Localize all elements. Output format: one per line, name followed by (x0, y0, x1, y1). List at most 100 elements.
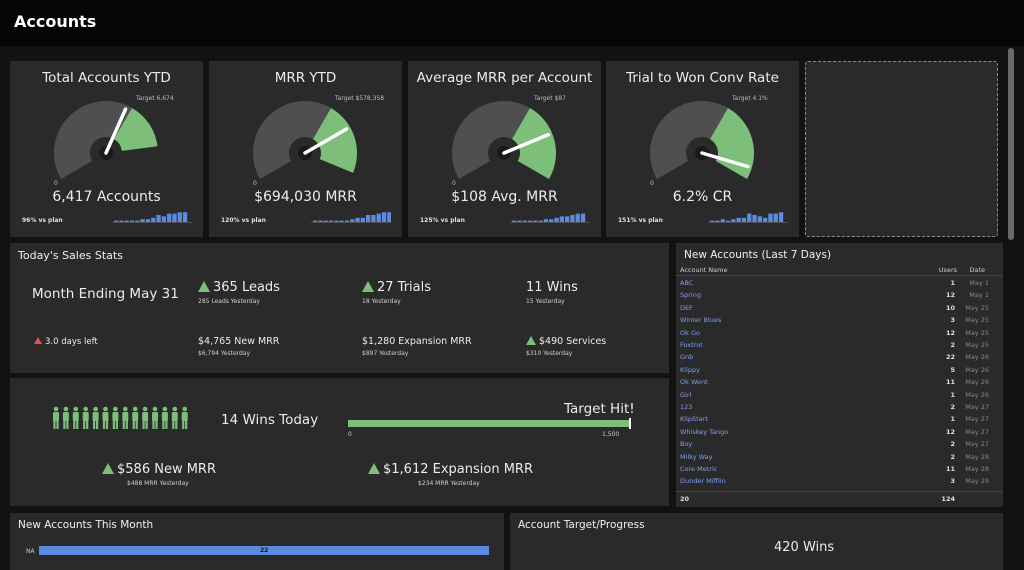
date-cell: May 28 (965, 465, 989, 473)
account-name-link[interactable]: Spring (680, 291, 701, 300)
sales-stats-panel: Today's Sales Stats Month Ending May 31 … (10, 243, 669, 373)
table-row[interactable]: Ok Go 12 May 25 (676, 329, 1003, 342)
users-cell: 2 (950, 403, 955, 411)
empty-widget-slot[interactable] (805, 61, 998, 237)
account-name-link[interactable]: Ok Go (680, 328, 700, 337)
account-name-link[interactable]: Foxtrot (680, 341, 703, 349)
month-bar[interactable] (39, 546, 489, 555)
kpi-value: 6,417 Accounts (52, 189, 161, 205)
table-row[interactable]: Spring 12 May 1 (676, 291, 1003, 304)
spark-bar (565, 216, 570, 222)
date-cell: May 29 (965, 477, 989, 486)
spark-bar (156, 215, 161, 222)
account-name-link[interactable]: Boy (680, 440, 693, 449)
kpi-title: Average MRR per Account (416, 70, 593, 86)
date-cell: May 26 (965, 378, 989, 387)
account-name-link[interactable]: Core Metric (680, 465, 718, 473)
table-row[interactable]: Girl 1 May 26 (676, 391, 1003, 404)
table-row[interactable]: Boy 2 May 27 (676, 440, 1003, 453)
gauge-target-arc (114, 107, 158, 151)
table-row[interactable]: DEF 10 May 25 (676, 304, 1003, 317)
table-header: Account Name Users Date (676, 264, 1003, 276)
kpi-panel: MRR YTD $694,030 MRR 120% vs plan Target… (209, 61, 402, 237)
account-name-link[interactable]: 123 (680, 403, 693, 411)
page-scrollbar[interactable] (1008, 48, 1014, 240)
gauge-base-arc (253, 100, 331, 179)
account-name-link[interactable]: Gnb (680, 353, 694, 362)
table-row[interactable]: Dunder Mifflin 3 May 29 (676, 477, 1003, 490)
spark-bar (720, 219, 725, 222)
col-date[interactable]: Date (969, 266, 985, 274)
account-name-link[interactable]: ABC (680, 279, 694, 287)
person-icon (122, 406, 129, 429)
account-target-title: Account Target/Progress (518, 519, 645, 531)
target-hit-label: Target Hit! (564, 401, 635, 417)
kpi-gauge (253, 100, 357, 179)
account-name-link[interactable]: Ok Went (680, 378, 708, 387)
table-row[interactable]: Milky Way 2 May 28 (676, 453, 1003, 466)
date-cell: May 25 (965, 316, 989, 325)
spark-bar (731, 219, 736, 222)
spark-bar (151, 217, 156, 222)
spark-bar (172, 213, 177, 222)
table-row[interactable]: Core Metric 11 May 28 (676, 465, 1003, 478)
wins-today-panel: 14 Wins Today Target Hit! 0 1,500 $586 N… (10, 378, 669, 506)
col-account-name[interactable]: Account Name (680, 266, 728, 274)
sales-stats-title: Today's Sales Stats (18, 249, 123, 262)
account-name-link[interactable]: DEF (680, 303, 693, 312)
spark-bar (533, 220, 538, 222)
account-name-link[interactable]: KlipStart (680, 415, 708, 424)
gauge-target-arc (313, 107, 357, 173)
table-row[interactable]: ABC 1 May 1 (676, 279, 1003, 292)
spark-bar (527, 220, 533, 222)
table-row[interactable]: Ok Went 11 May 26 (676, 378, 1003, 391)
kpi-sparkline (510, 213, 590, 223)
account-name-link[interactable]: Whiskey Tango (680, 427, 729, 436)
kpi-title: Total Accounts YTD (42, 70, 171, 86)
table-row[interactable]: Foxtrot 2 May 25 (676, 341, 1003, 354)
wins-expansion-mrr: $1,612 Expansion MRR (368, 462, 533, 477)
wins-today-label: 14 Wins Today (221, 412, 319, 428)
wins-expansion-mrr-yesterday: $234 MRR Yesterday (418, 480, 480, 487)
gauge-base-arc (53, 100, 132, 179)
table-row[interactable]: Gnb 22 May 26 (676, 353, 1003, 366)
wins-new-mrr-yesterday: $488 MRR Yesterday (127, 480, 189, 487)
account-name-link[interactable]: Milky Way (680, 452, 713, 461)
date-cell: May 27 (965, 440, 989, 449)
spark-bar (512, 220, 517, 222)
triangle-up-icon (368, 463, 380, 474)
table-row[interactable]: Klippy 5 May 26 (676, 366, 1003, 379)
spark-bar (344, 220, 350, 222)
services-stat: $490 Services (526, 336, 606, 347)
spark-bar (167, 213, 172, 222)
top-bar: Accounts (0, 0, 1024, 46)
spark-bar (747, 213, 752, 222)
person-icon (161, 406, 168, 429)
users-cell: 3 (950, 477, 955, 486)
total-count: 20 (680, 495, 690, 503)
account-target-panel: Account Target/Progress 420 Wins (510, 513, 1003, 570)
account-name-link[interactable]: Winter Blues (680, 316, 722, 325)
account-name-link[interactable]: Klippy (680, 365, 700, 374)
table-row[interactable]: 123 2 May 27 (676, 403, 1003, 416)
person-icon (62, 406, 69, 429)
kpi-plan: 125% vs plan (420, 217, 465, 224)
table-row[interactable]: KlipStart 1 May 27 (676, 415, 1003, 428)
users-cell: 5 (950, 365, 955, 374)
month-ending-label: Month Ending May 31 (32, 286, 179, 302)
account-name-link[interactable]: Dunder Mifflin (680, 477, 726, 486)
col-users[interactable]: Users (938, 266, 957, 274)
kpi-value: $108 Avg. MRR (451, 189, 558, 205)
account-target-value: 420 Wins (774, 540, 835, 555)
spark-bar (725, 220, 731, 222)
spark-bar (376, 213, 381, 222)
spark-bar (554, 217, 559, 222)
table-row[interactable]: Winter Blues 3 May 25 (676, 316, 1003, 329)
table-row[interactable]: Whiskey Tango 12 May 27 (676, 428, 1003, 441)
month-bar-value: 22 (260, 547, 269, 554)
account-name-link[interactable]: Girl (680, 390, 692, 399)
spark-bar (339, 220, 344, 222)
gauge-needle (700, 151, 750, 169)
kpi-target-label: Target 4.1% (732, 94, 768, 102)
person-icon (82, 406, 89, 429)
